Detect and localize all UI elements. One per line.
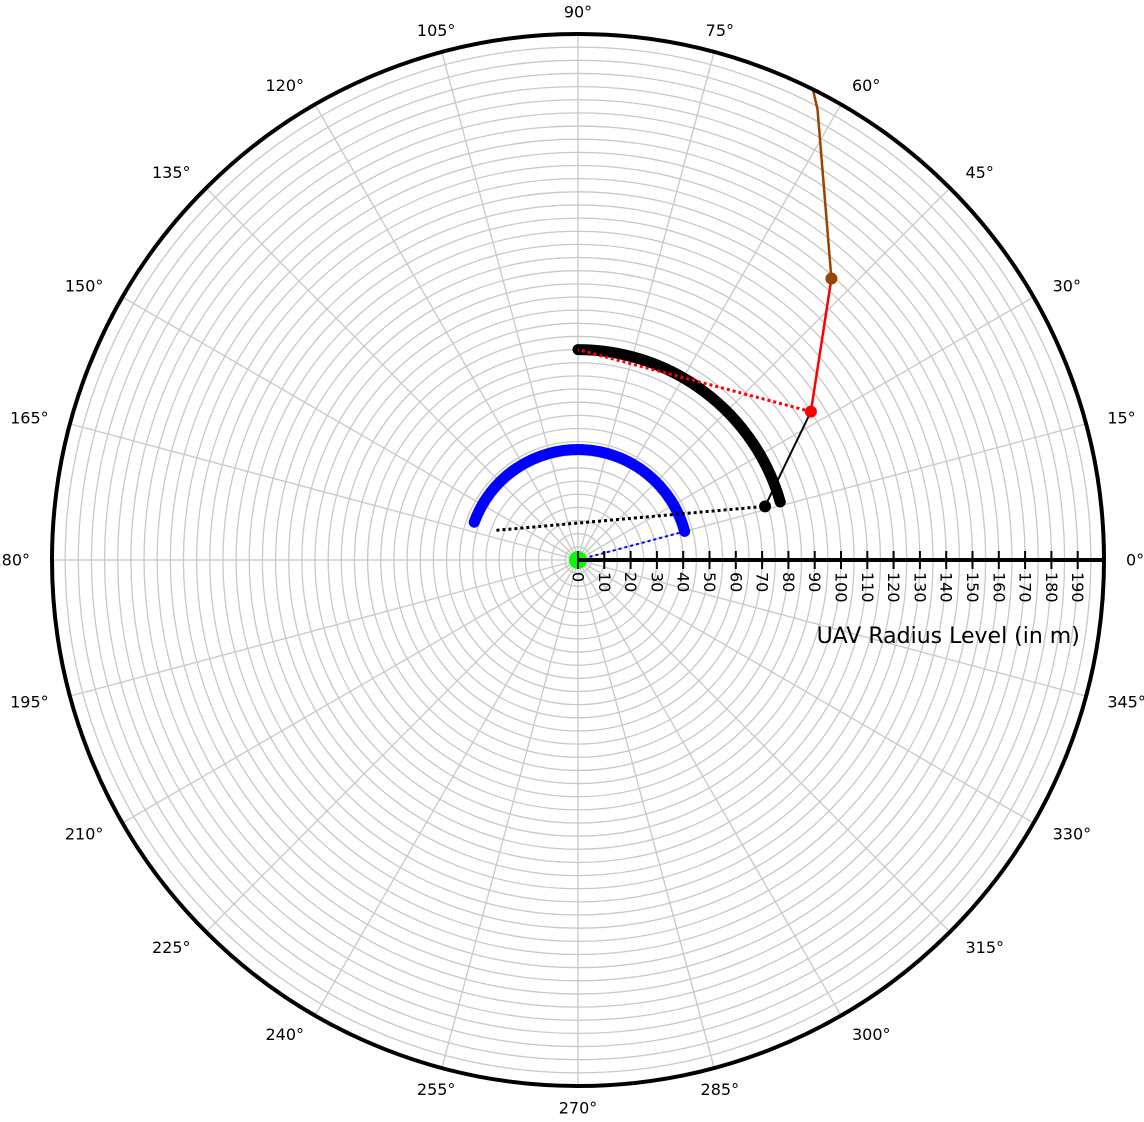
series-dotted-line — [577, 348, 812, 414]
angular-tick-label: 330° — [1053, 825, 1092, 844]
angular-spoke — [577, 559, 1034, 824]
angular-tick-label: 210° — [65, 825, 104, 844]
angular-tick-label: 75° — [706, 21, 734, 40]
angular-spoke — [577, 559, 715, 1069]
angular-spoke — [69, 423, 579, 561]
radial-tick-label: 60 — [726, 572, 745, 592]
radial-tick-label: 40 — [674, 572, 693, 592]
angular-spoke — [69, 559, 579, 697]
angular-tick-label: 120° — [265, 76, 304, 95]
angular-spoke — [205, 187, 579, 561]
radial-tick-label: 110 — [858, 572, 877, 603]
radial-tick-label: 130 — [910, 572, 929, 603]
angular-tick-label: 60° — [852, 76, 880, 95]
series-arc — [468, 444, 691, 537]
series-layer — [468, 34, 838, 569]
radial-tick-label: 30 — [647, 572, 666, 592]
series-arc — [572, 344, 786, 508]
angular-tick-label: 105° — [417, 21, 456, 40]
radial-tick-label: 150 — [963, 572, 982, 603]
angular-spoke — [122, 296, 579, 561]
angular-tick-label: 345° — [1107, 692, 1144, 711]
angular-tick-label: 255° — [417, 1080, 456, 1099]
radial-tick-label: 20 — [621, 572, 640, 592]
angular-spoke — [314, 104, 579, 561]
radial-tick-label: 190 — [1068, 572, 1087, 603]
angular-tick-label: 165° — [10, 409, 49, 428]
angular-spoke — [577, 187, 951, 561]
angular-spoke — [314, 559, 579, 1016]
angular-spoke — [577, 423, 1087, 561]
angular-spoke — [577, 559, 842, 1016]
radial-tick-label: 90 — [805, 572, 824, 592]
label-layer: 0 10 20 30 40 50 60 70 80 90 100 110 120 130 140 150 160… — [0, 3, 1144, 1118]
radial-tick-label: 50 — [700, 572, 719, 592]
series-marker — [825, 272, 838, 285]
radial-tick-label: 120 — [884, 572, 903, 603]
angular-tick-label: 240° — [265, 1025, 304, 1044]
radial-tick-label: 100 — [832, 572, 851, 603]
angular-tick-label: 15° — [1107, 409, 1135, 428]
series-dotted-line — [577, 530, 685, 561]
radial-tick-label: 10 — [595, 572, 614, 592]
angular-spoke — [577, 559, 1087, 697]
angular-tick-label: 150° — [65, 277, 104, 296]
angular-tick-label: 135° — [152, 163, 191, 182]
angular-spoke — [577, 559, 951, 933]
angular-tick-label: 0° — [1126, 551, 1144, 570]
series-dotted-line — [496, 504, 766, 532]
angular-spoke — [122, 559, 579, 824]
angular-tick-label: 300° — [852, 1025, 891, 1044]
series-line — [809, 278, 833, 412]
angular-spoke — [441, 559, 579, 1069]
angular-spoke — [577, 296, 1034, 561]
angular-tick-label: 30° — [1053, 277, 1081, 296]
axis-layer — [50, 32, 1106, 1088]
angular-spoke — [441, 51, 579, 561]
angular-spoke — [205, 559, 579, 933]
angular-tick-label: 225° — [152, 938, 191, 957]
radial-tick-label: 140 — [937, 572, 956, 603]
angular-spoke — [577, 104, 842, 561]
radial-axis-title: UAV Radius Level (in m) — [817, 624, 1080, 649]
radial-tick-label: 0 — [569, 572, 588, 582]
angular-tick-label: 285° — [701, 1080, 740, 1099]
series-line — [764, 411, 812, 507]
angular-tick-label: 270° — [559, 1099, 598, 1118]
radial-tick-label: 180 — [1042, 572, 1061, 603]
angular-tick-label: 195° — [10, 692, 49, 711]
series-marker — [759, 500, 772, 513]
angular-tick-label: 90° — [564, 3, 592, 22]
angular-tick-label: 180° — [0, 551, 30, 570]
radial-tick-label: 160 — [989, 572, 1008, 603]
series-line — [795, 34, 833, 279]
radial-tick-label: 170 — [1016, 572, 1035, 603]
radial-tick-label: 70 — [753, 572, 772, 592]
angular-tick-label: 315° — [965, 938, 1004, 957]
series-marker — [804, 405, 817, 418]
radial-tick-label: 80 — [779, 572, 798, 592]
angular-tick-label: 45° — [965, 163, 993, 182]
angular-spoke — [577, 51, 715, 561]
